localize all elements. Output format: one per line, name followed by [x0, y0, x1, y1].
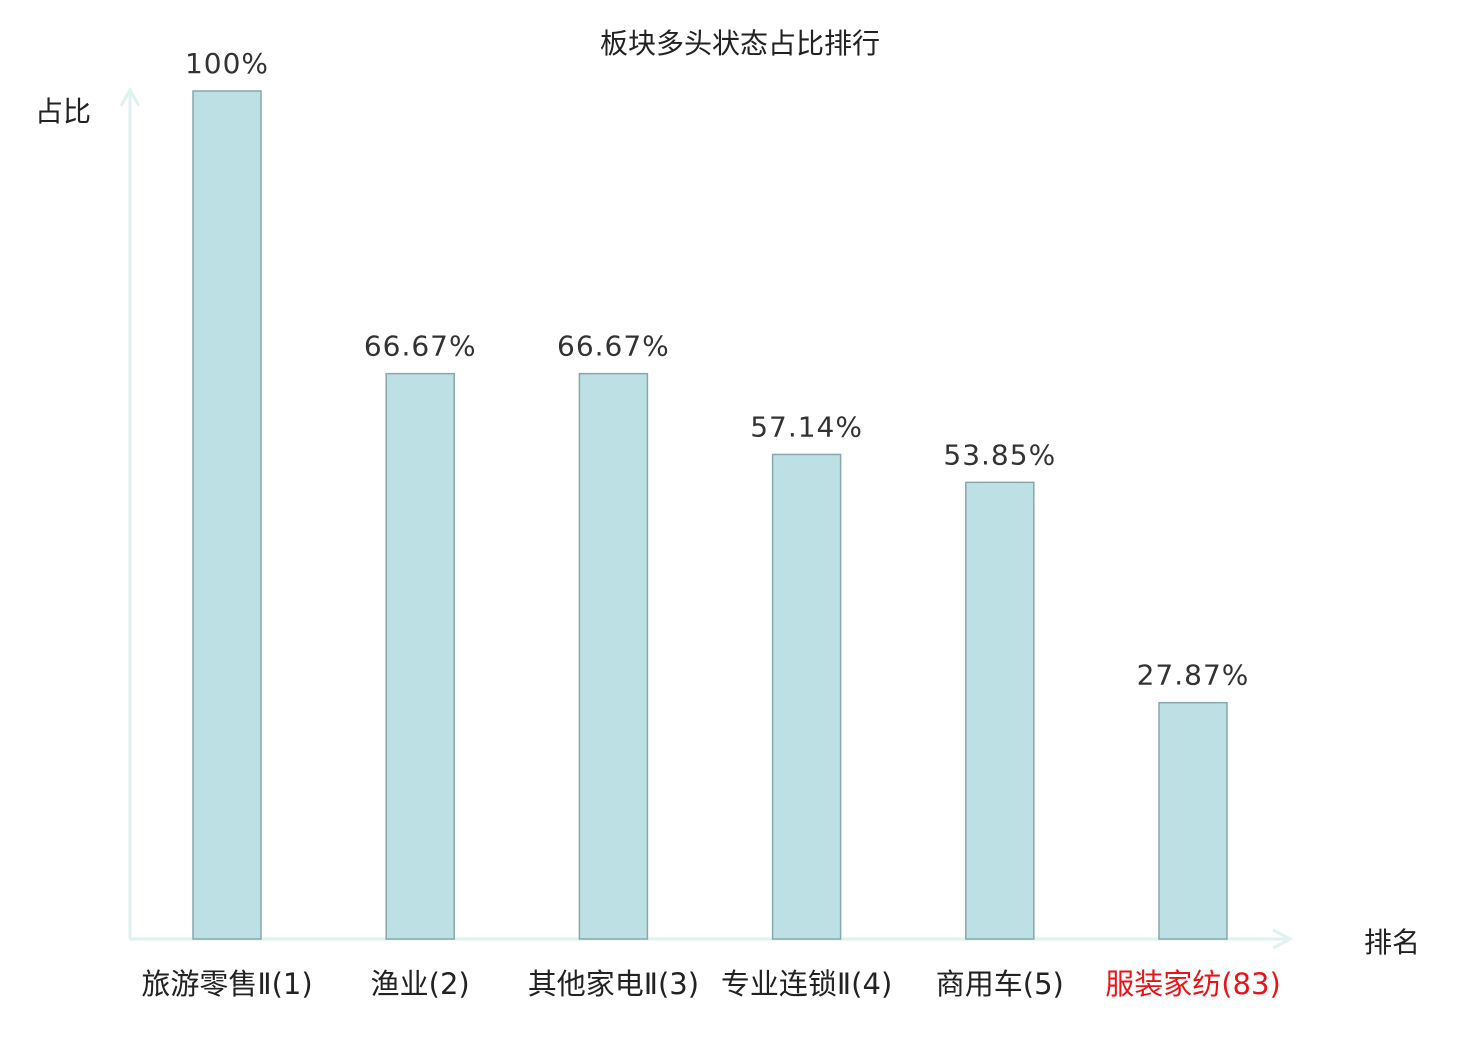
data-label: 53.85% — [943, 438, 1056, 471]
x-tick-label: 服装家纺(83) — [1105, 967, 1281, 1001]
bar — [965, 481, 1035, 940]
bars — [192, 90, 1228, 940]
x-tick-label: 旅游零售Ⅱ(1) — [141, 967, 312, 1001]
chart-title: 板块多头状态占比排行 — [600, 27, 880, 60]
x-tick-label: 商用车(5) — [936, 967, 1064, 1001]
data-label: 100% — [185, 47, 269, 80]
bar — [385, 372, 455, 940]
x-tick-label: 专业连锁Ⅱ(4) — [721, 967, 892, 1001]
labels: 100% 旅游零售Ⅱ(1) 66.67% 渔业(2) 66.67% 其他家电Ⅱ(3) 57.… — [141, 47, 1280, 1001]
bar — [192, 90, 262, 940]
x-axis-arrow — [1272, 928, 1294, 950]
y-axis-arrow — [119, 86, 141, 107]
y-axis-label: 占比 — [35, 95, 91, 128]
bar — [1158, 701, 1228, 940]
data-label: 57.14% — [750, 410, 863, 443]
bar — [771, 453, 842, 940]
x-tick-label: 其他家电Ⅱ(3) — [528, 967, 699, 1001]
axes — [119, 86, 1294, 950]
data-label: 66.67% — [364, 330, 477, 363]
data-label: 27.87% — [1137, 659, 1250, 692]
data-label: 66.67% — [557, 330, 670, 363]
x-axis-label: 排名 — [1364, 926, 1420, 959]
bar — [578, 372, 649, 940]
x-tick-label: 渔业(2) — [371, 967, 470, 1001]
